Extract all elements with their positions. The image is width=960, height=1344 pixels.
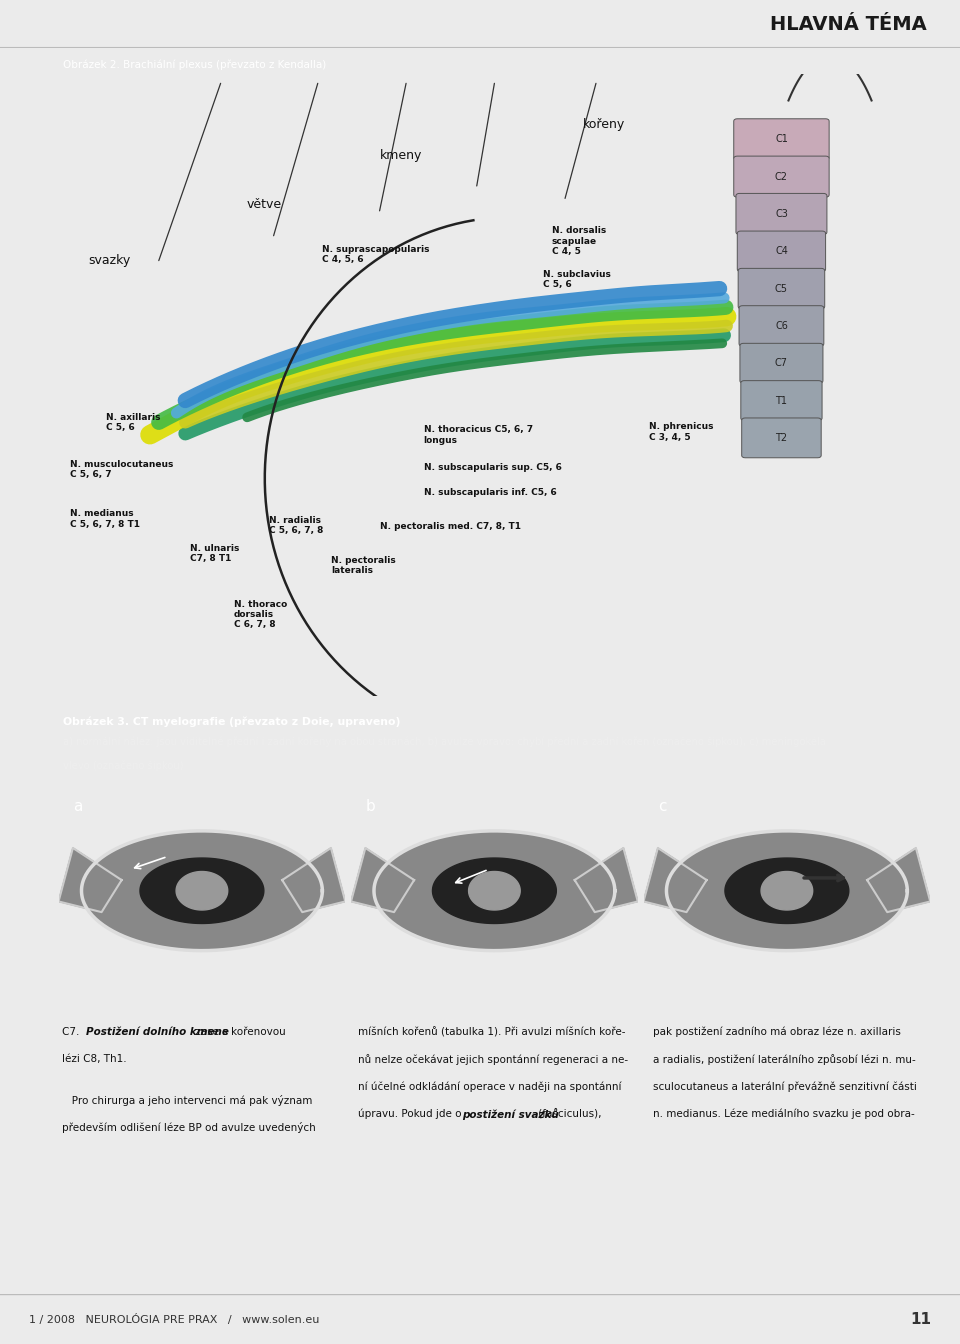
Polygon shape — [374, 831, 614, 950]
FancyBboxPatch shape — [733, 118, 829, 160]
Text: n. medianus. Léze mediálního svazku je pod obra-: n. medianus. Léze mediálního svazku je p… — [654, 1109, 915, 1118]
Text: C4: C4 — [775, 246, 788, 257]
Text: c: c — [658, 798, 666, 813]
Text: větve: větve — [247, 199, 282, 211]
Text: N. musculocutaneus
C 5, 6, 7: N. musculocutaneus C 5, 6, 7 — [70, 460, 174, 478]
Polygon shape — [59, 848, 122, 913]
Text: pak postižení zadního má obraz léze n. axillaris: pak postižení zadního má obraz léze n. a… — [654, 1027, 901, 1038]
Text: 1 / 2008   NEUROLÓGIA PRE PRAX   /   www.solen.eu: 1 / 2008 NEUROLÓGIA PRE PRAX / www.solen… — [29, 1313, 319, 1324]
Text: kořeny: kořeny — [583, 117, 625, 130]
Text: N. pectoralis med. C7, 8, T1: N. pectoralis med. C7, 8, T1 — [379, 521, 520, 531]
Text: T2: T2 — [776, 433, 787, 444]
FancyBboxPatch shape — [733, 156, 829, 198]
Text: T1: T1 — [776, 395, 787, 406]
Text: 11: 11 — [910, 1312, 931, 1327]
Text: Postižení dolního kmene: Postižení dolního kmene — [86, 1027, 229, 1036]
Text: úpravu. Pokud jde o: úpravu. Pokud jde o — [357, 1109, 465, 1118]
Text: N. suprascapopularis
C 4, 5, 6: N. suprascapopularis C 4, 5, 6 — [323, 245, 430, 265]
Text: N. ulnaris
C7, 8 T1: N. ulnaris C7, 8 T1 — [190, 543, 239, 563]
Text: N. dorsalis
scapulae
C 4, 5: N. dorsalis scapulae C 4, 5 — [552, 226, 606, 257]
Text: N. thoraco
dorsalis
C 6, 7, 8: N. thoraco dorsalis C 6, 7, 8 — [234, 599, 287, 629]
Polygon shape — [468, 871, 520, 910]
Text: Pro chirurga a jeho intervenci má pak význam: Pro chirurga a jeho intervenci má pak vý… — [61, 1094, 312, 1106]
Text: C7.: C7. — [61, 1027, 83, 1036]
Text: a) normální nález: jsou viditelné přední i zadní kořeny na obou stranách, b) avu: a) normální nález: jsou viditelné přední… — [63, 737, 827, 747]
Text: a radialis, postižení laterálního způsobí lézi n. mu-: a radialis, postižení laterálního způsob… — [654, 1054, 916, 1064]
Text: a: a — [73, 798, 83, 813]
Text: N. subscapularis sup. C5, 6: N. subscapularis sup. C5, 6 — [423, 462, 562, 472]
Text: svazky: svazky — [88, 254, 131, 267]
Polygon shape — [140, 857, 264, 923]
Text: N. thoracicus C5, 6, 7
longus: N. thoracicus C5, 6, 7 longus — [423, 426, 533, 445]
Text: ní účelné odkládání operace v naději na spontánní: ní účelné odkládání operace v naději na … — [357, 1081, 621, 1091]
Polygon shape — [432, 857, 557, 923]
Polygon shape — [867, 848, 930, 913]
Polygon shape — [351, 848, 414, 913]
FancyBboxPatch shape — [740, 343, 823, 383]
Text: sculocutaneus a laterální převážně senzitivní části: sculocutaneus a laterální převážně senzi… — [654, 1081, 917, 1091]
Text: N. subclavius
C 5, 6: N. subclavius C 5, 6 — [543, 270, 611, 289]
Text: (fasciculus),: (fasciculus), — [535, 1109, 602, 1118]
Text: b: b — [366, 798, 375, 813]
Text: nů nelze očekávat jejich spontánní regeneraci a ne-: nů nelze očekávat jejich spontánní regen… — [357, 1054, 628, 1064]
Text: N. phrenicus
C 3, 4, 5: N. phrenicus C 3, 4, 5 — [649, 422, 713, 442]
Text: C3: C3 — [775, 208, 788, 219]
FancyBboxPatch shape — [737, 231, 826, 271]
FancyBboxPatch shape — [739, 305, 824, 347]
Text: HLAVNÁ TÉMA: HLAVNÁ TÉMA — [770, 15, 926, 34]
FancyBboxPatch shape — [742, 418, 821, 458]
Polygon shape — [643, 848, 707, 913]
Text: zase s kořenovou: zase s kořenovou — [192, 1027, 286, 1036]
Text: Obrázek 3. CT myelografie (převzato z Doie, upraveno): Obrázek 3. CT myelografie (převzato z Do… — [63, 716, 400, 727]
Polygon shape — [725, 857, 849, 923]
Text: postižení svazků: postižení svazků — [462, 1109, 559, 1121]
Polygon shape — [82, 831, 323, 950]
Polygon shape — [761, 871, 813, 910]
FancyBboxPatch shape — [741, 380, 822, 421]
FancyBboxPatch shape — [738, 269, 825, 309]
Text: N. axillaris
C 5, 6: N. axillaris C 5, 6 — [106, 413, 160, 433]
Text: Obrázek 2. Brachiální plexus (převzato z Kendalla): Obrázek 2. Brachiální plexus (převzato z… — [63, 59, 326, 70]
Text: N. radialis
C 5, 6, 7, 8: N. radialis C 5, 6, 7, 8 — [269, 516, 324, 535]
Text: N. subscapularis inf. C5, 6: N. subscapularis inf. C5, 6 — [423, 488, 557, 497]
Text: lézi C8, Th1.: lézi C8, Th1. — [61, 1054, 127, 1064]
Text: C5: C5 — [775, 284, 788, 293]
Text: C2: C2 — [775, 172, 788, 181]
Polygon shape — [666, 831, 907, 950]
Text: C1: C1 — [775, 134, 788, 144]
Polygon shape — [575, 848, 637, 913]
Polygon shape — [176, 871, 228, 910]
Polygon shape — [282, 848, 346, 913]
Text: C6: C6 — [775, 321, 788, 331]
Text: míšních kořenů (tabulka 1). Při avulzi míšních koře-: míšních kořenů (tabulka 1). Při avulzi m… — [357, 1027, 625, 1038]
Text: C7: C7 — [775, 359, 788, 368]
Text: vlevo (označeno šipkou): vlevo (označeno šipkou) — [63, 761, 184, 770]
Text: především odlišení léze BP od avulze uvedených: především odlišení léze BP od avulze uve… — [61, 1122, 316, 1133]
Text: N. medianus
C 5, 6, 7, 8 T1: N. medianus C 5, 6, 7, 8 T1 — [70, 509, 140, 528]
Text: N. pectoralis
lateralis: N. pectoralis lateralis — [331, 556, 396, 575]
Text: kmeny: kmeny — [379, 149, 422, 161]
FancyBboxPatch shape — [736, 194, 827, 234]
